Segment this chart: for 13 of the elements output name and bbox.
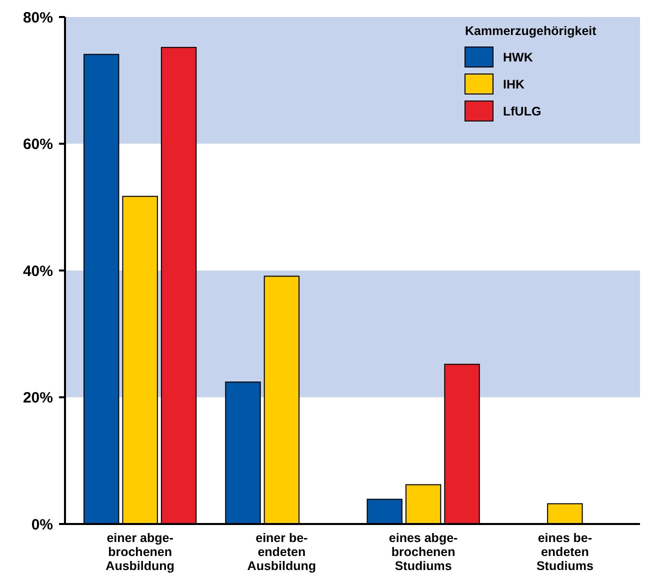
x-tick-label: eines abge- brochenen Studiums bbox=[388, 531, 458, 573]
legend-label: IHK bbox=[503, 77, 525, 92]
y-tick-label: 80% bbox=[22, 9, 53, 26]
legend-label: LfULG bbox=[503, 104, 542, 118]
x-tick-label: einer be- endeten Ausbildung bbox=[247, 531, 316, 573]
y-tick-label: 0% bbox=[31, 516, 53, 534]
y-tick-label: 20% bbox=[22, 390, 53, 406]
x-tick-label: einer abge- brochenen Ausbildung bbox=[106, 531, 174, 573]
legend-title: Kammerzugehörigkeit bbox=[465, 24, 598, 38]
legend-label: HWK bbox=[503, 50, 533, 64]
y-tick-label: 40% bbox=[22, 262, 53, 280]
x-tick-label: eines be- endeten Studiums bbox=[536, 531, 594, 573]
y-tick-label: 60% bbox=[22, 136, 53, 153]
